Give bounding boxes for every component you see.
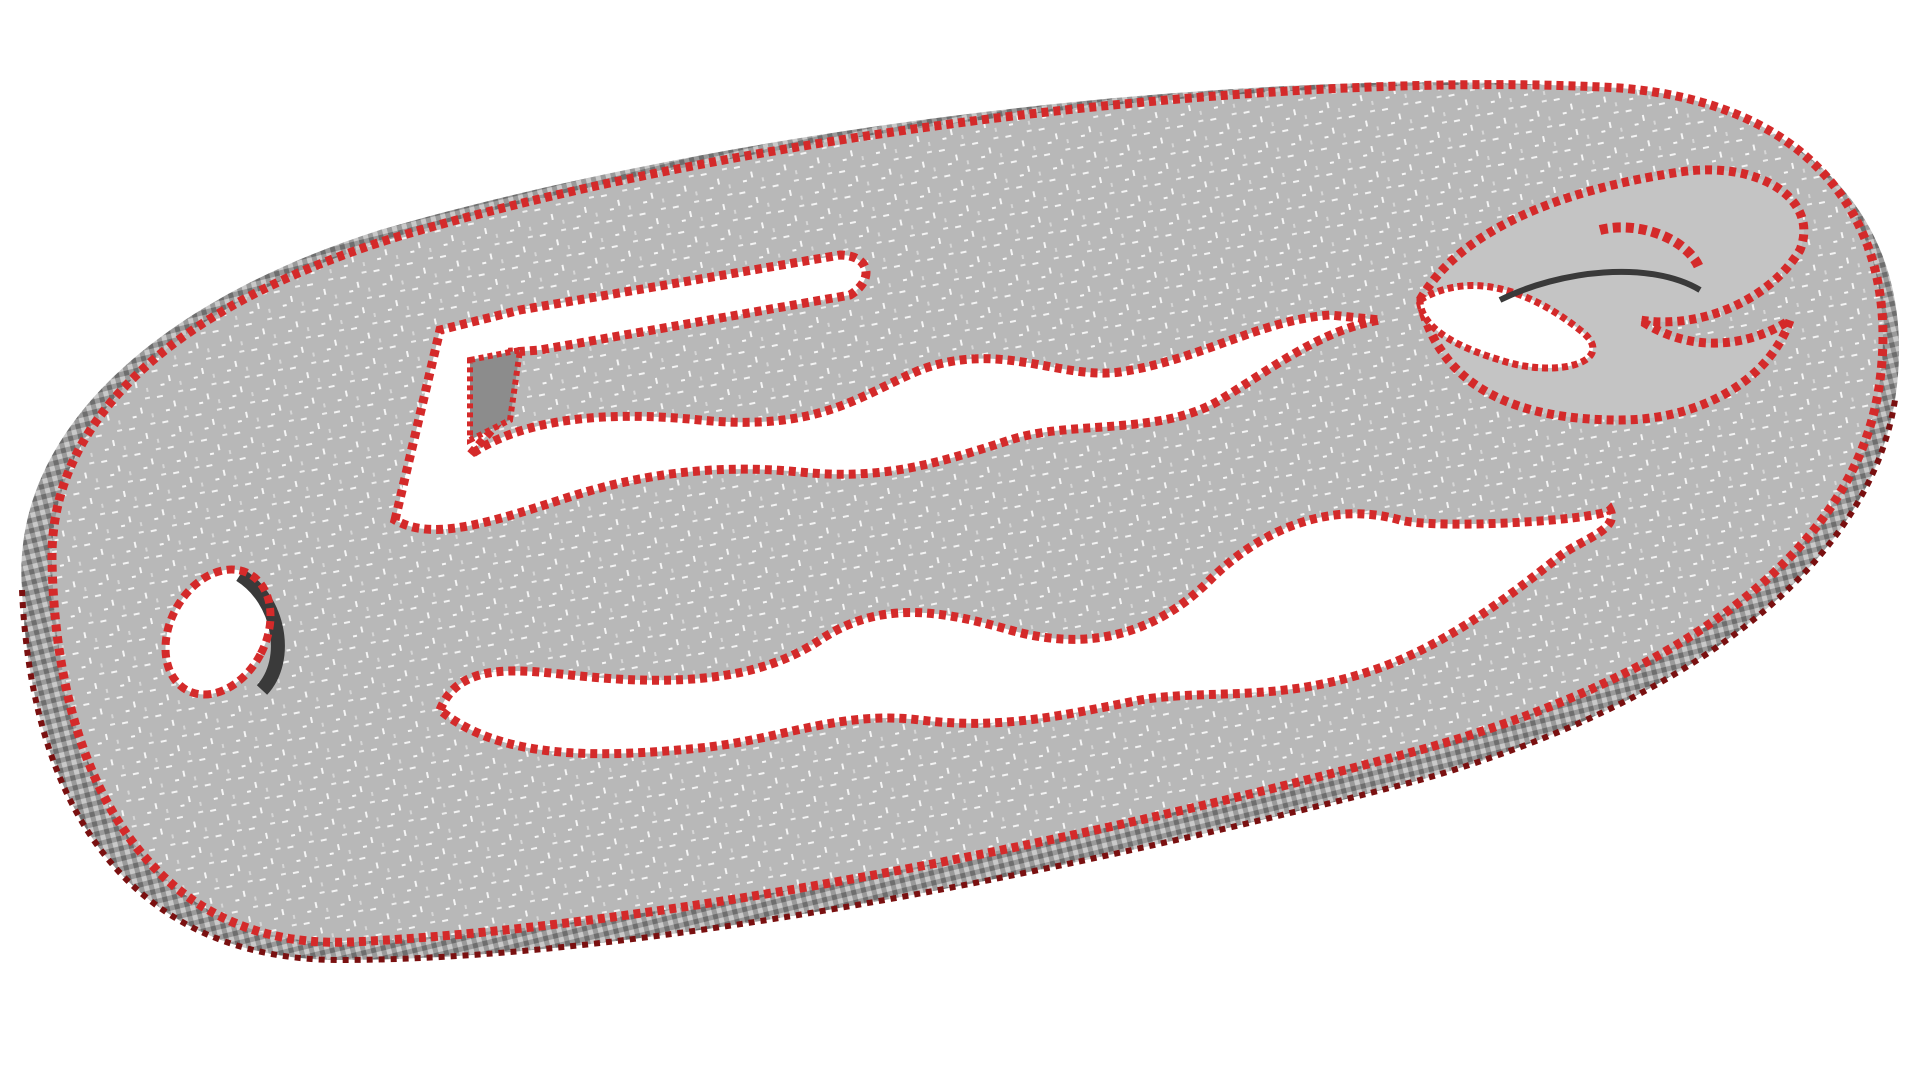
3d-viewport[interactable] bbox=[0, 0, 1920, 1080]
voxel-render bbox=[0, 0, 1920, 1080]
